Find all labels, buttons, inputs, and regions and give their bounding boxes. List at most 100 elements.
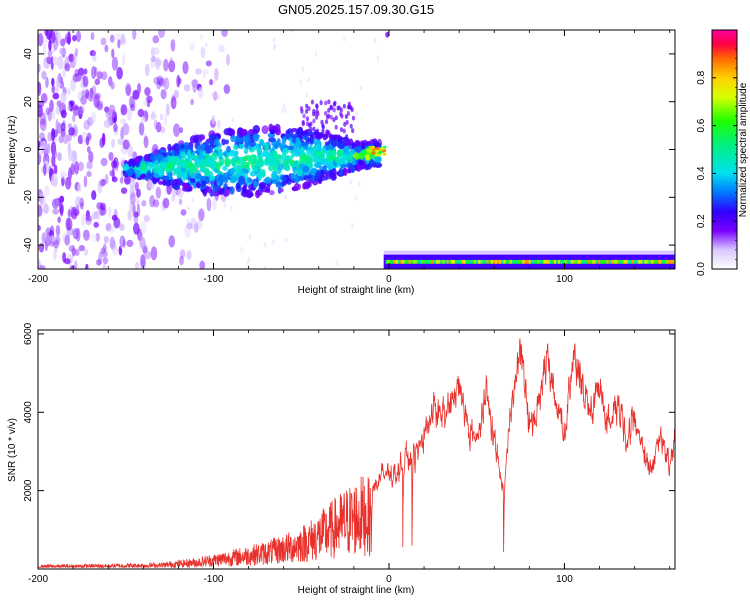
spectrogram-cell [263, 242, 267, 248]
spectrogram-cell [91, 50, 97, 62]
spectrogram-cell [101, 250, 108, 258]
band-cell [579, 259, 582, 264]
band-cell [539, 259, 542, 264]
band-cell [545, 259, 548, 264]
spectrogram-cell [342, 128, 346, 134]
spectrogram-cell [72, 73, 80, 83]
spectrogram-cell [226, 53, 230, 66]
spectrogram-cell [51, 173, 59, 187]
spectrogram-cell [349, 179, 352, 185]
spectrogram-cell [316, 133, 320, 139]
spectrogram-cell [152, 199, 160, 208]
spectrogram-cell [315, 171, 321, 179]
band-cell [558, 259, 561, 264]
spectrogram-cell [217, 94, 221, 100]
spectrogram-cell [311, 175, 316, 182]
spectrogram-cell [72, 104, 79, 111]
spectrogram-cell [228, 150, 236, 157]
spectrogram-cell [126, 107, 133, 121]
spectrogram-cell [38, 33, 44, 47]
spectrogram-cell [312, 108, 316, 114]
colorbar-label: Normalized spectral amplitude [738, 82, 749, 217]
spectrogram-cell [312, 126, 316, 132]
spectrogram-cell [57, 216, 61, 224]
spectrogram-cell [170, 96, 177, 110]
spectrogram-cell [223, 84, 231, 95]
band-cell [463, 259, 466, 264]
spectrogram-cell [226, 145, 231, 153]
band-cell [417, 259, 420, 264]
spectrogram-cell [127, 144, 134, 158]
spectrogram-cell [132, 203, 136, 217]
spectrogram-cell [52, 148, 58, 159]
spectrogram-cell [143, 135, 149, 149]
spectrogram-cell [248, 234, 252, 240]
spectrogram-cell [350, 165, 356, 173]
spectrogram-cell [238, 175, 246, 185]
spectrogram-cell [149, 195, 155, 208]
snr-y-label: SNR (10 * v/v) [7, 418, 18, 482]
spectrogram-cell [51, 110, 56, 120]
spectrogram-cell [111, 214, 118, 221]
spectrogram-cell [189, 42, 195, 51]
spectrogram-cell [56, 74, 62, 88]
spectrogram-cell [272, 37, 276, 43]
band-cell [659, 259, 662, 264]
band-cell [486, 259, 489, 264]
spectrogram-cell [346, 104, 351, 110]
band-cell [457, 259, 460, 264]
spectrogram-cell [151, 163, 159, 171]
spectrogram-cell [351, 223, 354, 229]
band-cell [391, 259, 395, 264]
spectrogram-cell [55, 224, 61, 237]
spectrogram-cell [193, 134, 200, 144]
spectrogram-cell [89, 50, 96, 57]
spectrogram-cell [346, 111, 351, 116]
band-cell [537, 259, 540, 264]
band-cell [671, 259, 675, 264]
band-cell [553, 259, 557, 264]
band-cell [646, 259, 649, 264]
spectrogram-cell [309, 133, 314, 139]
spectrogram-cell [194, 158, 201, 166]
band-cell [534, 259, 538, 264]
spectrogram-cell [74, 160, 79, 175]
spectrogram-cell [327, 155, 336, 162]
spectrogram-cell [242, 186, 247, 194]
spectrogram-cell [152, 35, 160, 44]
spectrogram-cell [264, 144, 270, 151]
spectrogram-cell [222, 165, 228, 171]
spectrogram-cell [191, 197, 194, 203]
band-cell [448, 259, 451, 264]
band-cell [454, 259, 458, 264]
spectrogram-cell [299, 79, 302, 85]
snr-x-label: Height of straight line (km) [298, 585, 415, 596]
spectrogram-cell [356, 163, 362, 172]
spectrogram-cell [355, 111, 358, 117]
spectrogram-cell [254, 160, 259, 168]
spectrogram-cell [122, 52, 126, 66]
spectrogram-cell [307, 77, 310, 83]
spectrogram-cell [257, 158, 264, 163]
spectrogram-cell [117, 38, 121, 49]
spectrogram-cell [43, 147, 48, 158]
spectrogram-cell [326, 113, 331, 119]
spectrogram-cell [284, 159, 290, 167]
spectrogram-cell [327, 107, 331, 113]
spectrogram-cell [182, 61, 189, 75]
band-cell [402, 259, 405, 264]
spectrogram-cell [111, 160, 117, 169]
band-cell [528, 259, 531, 264]
colorbar-tick-label: 0.6 [696, 118, 707, 132]
spectrogram-cell [350, 107, 354, 113]
spectrogram-cell [339, 127, 344, 133]
band-cell [429, 259, 432, 264]
spectrogram-cell [103, 119, 111, 129]
spectrogram-cell [369, 146, 374, 150]
spectrogram-cell [86, 160, 93, 169]
spectrogram-cell [329, 105, 334, 111]
spectrogram-cell [45, 233, 50, 247]
spectrogram-cell [272, 239, 275, 245]
spectrogram-cell [206, 197, 212, 212]
spectrogram-cell [195, 182, 201, 189]
